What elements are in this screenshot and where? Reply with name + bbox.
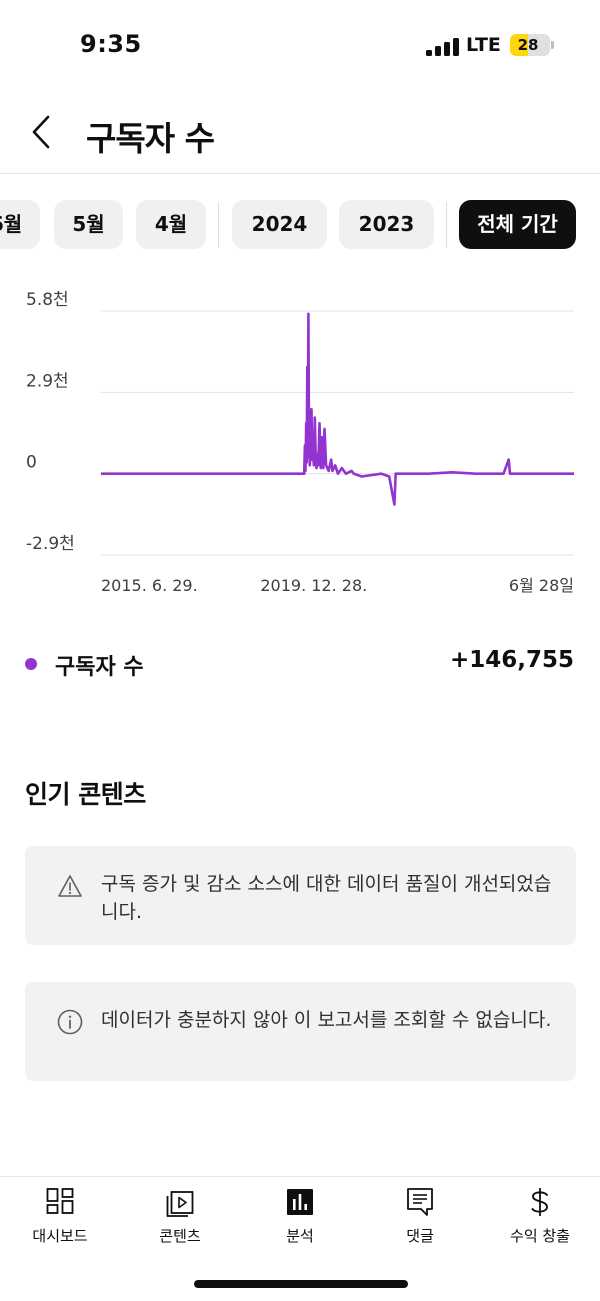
nav-label: 수익 창출 [510,1227,570,1245]
y-tick-label: -2.9천 [26,534,75,554]
status-bar: 9:35 LTE 28 [0,0,600,90]
analytics-icon [287,1189,313,1215]
nav-item-earn[interactable]: 수익 창출 [480,1177,600,1257]
legend-label: 구독자 수 [55,655,144,680]
y-tick-label: 2.9천 [26,371,69,391]
comments-icon [407,1188,433,1216]
nav-item-analytics[interactable]: 분석 [240,1177,360,1257]
chip-divider [218,202,219,248]
subscribers-line-chart: 5.8천 2.9천 0 -2.9천 2015. 6. 29. 2019. 12. 28. 6… [26,290,574,595]
notice-text: 데이터가 충분하지 않아 이 보고서를 조회할 수 없습니다. [101,1009,552,1031]
nav-label: 대시보드 [32,1227,88,1245]
chip-all-time[interactable]: 전체 기간 [459,200,576,249]
network-type: LTE [466,34,501,56]
home-indicator[interactable] [194,1280,408,1288]
subscriber-total: +146,755 [449,647,574,673]
content-icon [166,1191,194,1217]
chip-may[interactable]: 5월 [54,200,123,249]
x-tick-label: 2015. 6. 29. [101,576,198,595]
y-tick-label: 5.8천 [26,290,69,310]
chip-2023[interactable]: 2023 [339,200,434,249]
info-icon [57,1009,83,1035]
chip-2024[interactable]: 2024 [232,200,327,249]
nav-item-dashboard[interactable]: 대시보드 [0,1177,120,1257]
nav-item-content[interactable]: 콘텐츠 [120,1177,240,1257]
period-filter-chips: 6월 5월 4월 2024 2023 전체 기간 [0,200,600,250]
notice-text: 구독 증가 및 감소 소스에 대한 데이터 품질이 개선되었습니다. [101,873,552,923]
notice-card-data-quality: 구독 증가 및 감소 소스에 대한 데이터 품질이 개선되었습니다. [25,846,576,945]
chip-april[interactable]: 4월 [136,200,206,249]
chart-legend-summary: 구독자 수 +146,755 [0,645,600,685]
notice-card-insufficient-data: 데이터가 충분하지 않아 이 보고서를 조회할 수 없습니다. [25,982,576,1081]
section-title-popular-content: 인기 콘텐츠 [25,780,146,809]
nav-label: 분석 [286,1227,314,1245]
back-button[interactable] [28,114,56,150]
x-tick-label: 2019. 12. 28. [260,576,367,595]
chevron-left-icon [32,115,50,149]
battery-icon: 28 [510,34,554,56]
nav-label: 댓글 [406,1227,434,1245]
subscribers-chart: 5.8천 2.9천 0 -2.9천 2015. 6. 29. 2019. 12. 28. 6… [0,285,600,605]
warning-icon [58,875,82,897]
chip-june[interactable]: 6월 [0,200,40,249]
status-time: 9:35 [80,30,142,58]
nav-item-comments[interactable]: 댓글 [360,1177,480,1257]
nav-label: 콘텐츠 [159,1227,201,1245]
legend-dot [25,658,37,670]
page-header: 구독자 수 [0,96,600,174]
y-tick-label: 0 [26,453,37,473]
x-tick-label: 6월 28일 [509,576,574,595]
battery-level-fill [510,34,529,56]
earn-icon [531,1188,548,1216]
series-line [101,312,574,506]
signal-icon [426,38,460,56]
battery-level: 28 [517,36,539,54]
chip-divider [446,202,447,248]
dashboard-icon [46,1188,74,1214]
page-title: 구독자 수 [86,119,215,158]
